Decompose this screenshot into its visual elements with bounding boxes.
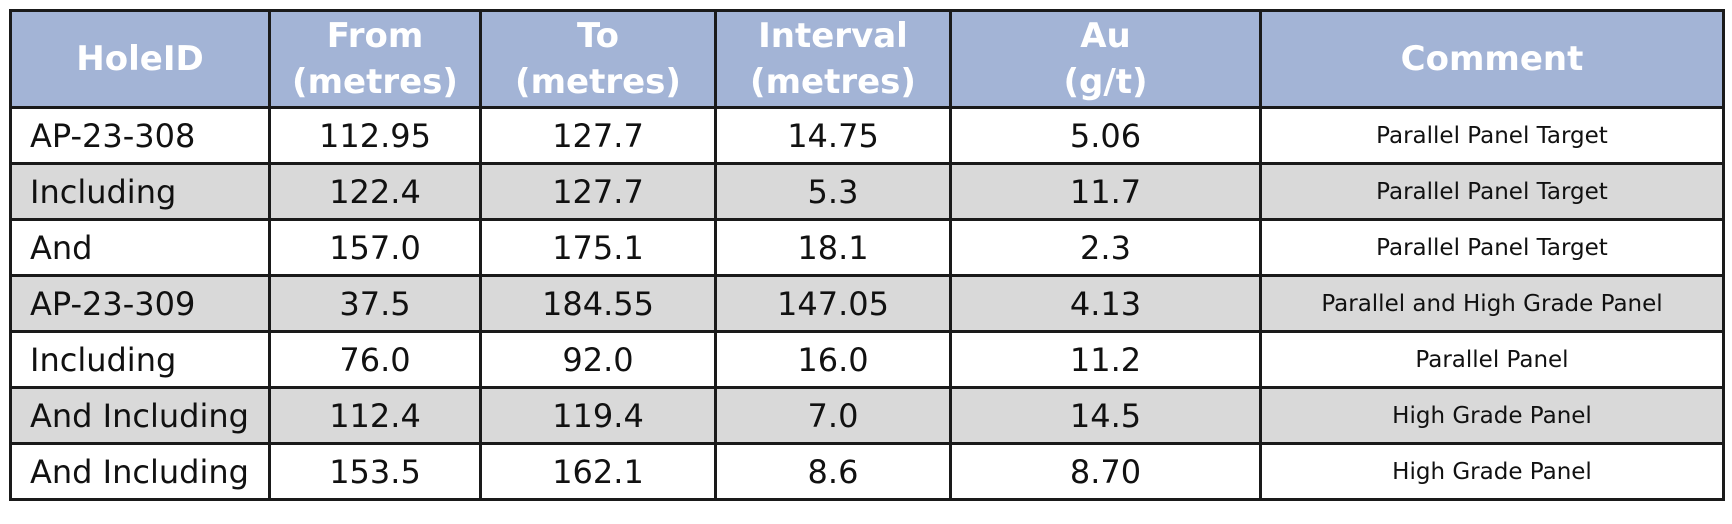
table-row: Including 122.4 127.7 5.3 11.7 Parallel … (9, 162, 1725, 221)
cell-holeid: AP-23-308 (9, 106, 271, 165)
assay-results-table: HoleID From (metres) To (metres) Interva… (9, 9, 1725, 501)
header-au-unit: (g/t) (1063, 62, 1148, 102)
cell-holeid: Including (9, 162, 271, 221)
cell-from: 157.0 (268, 218, 482, 277)
header-interval: Interval (metres) (714, 9, 952, 109)
cell-au: 11.2 (949, 330, 1262, 389)
cell-to: 162.1 (479, 442, 717, 501)
table-row: And 157.0 175.1 18.1 2.3 Parallel Panel … (9, 218, 1725, 277)
cell-to: 175.1 (479, 218, 717, 277)
cell-comment: Parallel Panel (1259, 330, 1725, 389)
cell-au: 14.5 (949, 386, 1262, 445)
cell-interval: 8.6 (714, 442, 952, 501)
cell-interval: 18.1 (714, 218, 952, 277)
cell-comment: High Grade Panel (1259, 386, 1725, 445)
cell-au: 8.70 (949, 442, 1262, 501)
cell-from: 122.4 (268, 162, 482, 221)
cell-holeid: And Including (9, 442, 271, 501)
cell-to: 184.55 (479, 274, 717, 333)
header-holeid-label: HoleID (76, 39, 204, 79)
header-au-label: Au (1080, 16, 1131, 56)
cell-interval: 5.3 (714, 162, 952, 221)
cell-from: 76.0 (268, 330, 482, 389)
header-au: Au (g/t) (949, 9, 1262, 109)
header-to: To (metres) (479, 9, 717, 109)
cell-from: 112.95 (268, 106, 482, 165)
cell-from: 153.5 (268, 442, 482, 501)
cell-holeid: Including (9, 330, 271, 389)
header-comment: Comment (1259, 9, 1725, 109)
cell-to: 127.7 (479, 162, 717, 221)
cell-au: 5.06 (949, 106, 1262, 165)
header-interval-label: Interval (758, 16, 908, 56)
cell-comment: Parallel and High Grade Panel (1259, 274, 1725, 333)
table-header: HoleID From (metres) To (metres) Interva… (9, 9, 1725, 109)
cell-to: 119.4 (479, 386, 717, 445)
assay-results-table-container: HoleID From (metres) To (metres) Interva… (9, 9, 1725, 501)
header-row: HoleID From (metres) To (metres) Interva… (9, 9, 1725, 109)
cell-comment: Parallel Panel Target (1259, 162, 1725, 221)
cell-interval: 147.05 (714, 274, 952, 333)
header-holeid: HoleID (9, 9, 271, 109)
cell-interval: 16.0 (714, 330, 952, 389)
cell-to: 127.7 (479, 106, 717, 165)
header-from-label: From (326, 16, 424, 56)
cell-to: 92.0 (479, 330, 717, 389)
header-interval-unit: (metres) (750, 62, 916, 102)
table-row: Including 76.0 92.0 16.0 11.2 Parallel P… (9, 330, 1725, 389)
table-row: AP-23-309 37.5 184.55 147.05 4.13 Parall… (9, 274, 1725, 333)
cell-interval: 7.0 (714, 386, 952, 445)
cell-comment: High Grade Panel (1259, 442, 1725, 501)
cell-from: 37.5 (268, 274, 482, 333)
cell-au: 2.3 (949, 218, 1262, 277)
cell-holeid: AP-23-309 (9, 274, 271, 333)
table-row: And Including 153.5 162.1 8.6 8.70 High … (9, 442, 1725, 501)
table-body: AP-23-308 112.95 127.7 14.75 5.06 Parall… (9, 106, 1725, 501)
cell-comment: Parallel Panel Target (1259, 106, 1725, 165)
table-row: AP-23-308 112.95 127.7 14.75 5.06 Parall… (9, 106, 1725, 165)
header-comment-label: Comment (1400, 39, 1584, 79)
cell-au: 4.13 (949, 274, 1262, 333)
table-row: And Including 112.4 119.4 7.0 14.5 High … (9, 386, 1725, 445)
cell-from: 112.4 (268, 386, 482, 445)
cell-comment: Parallel Panel Target (1259, 218, 1725, 277)
header-from: From (metres) (268, 9, 482, 109)
header-from-unit: (metres) (292, 62, 458, 102)
header-to-label: To (576, 16, 620, 56)
cell-holeid: And (9, 218, 271, 277)
header-to-unit: (metres) (515, 62, 681, 102)
cell-au: 11.7 (949, 162, 1262, 221)
cell-interval: 14.75 (714, 106, 952, 165)
cell-holeid: And Including (9, 386, 271, 445)
